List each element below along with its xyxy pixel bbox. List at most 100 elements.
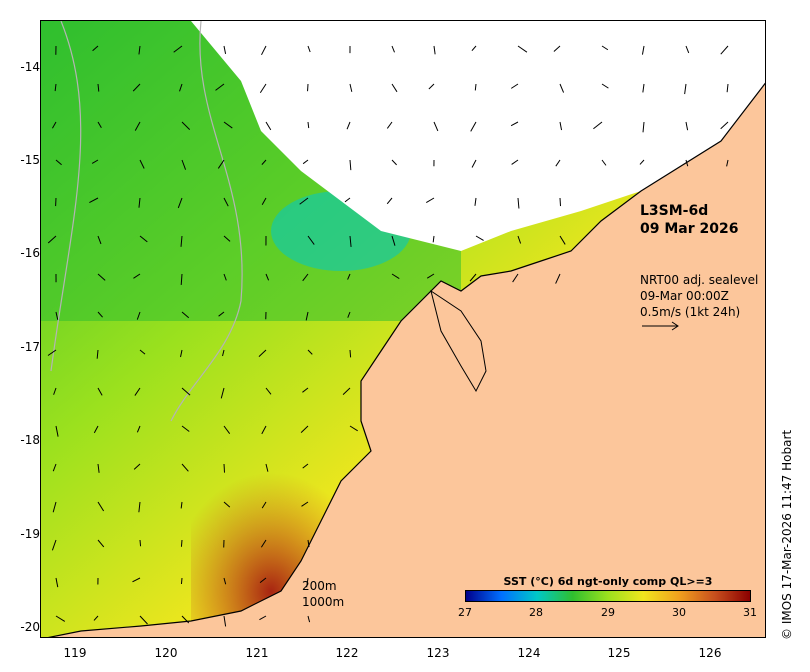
current-arrow xyxy=(601,159,607,166)
lat-tick: -18 xyxy=(20,433,40,447)
lat-tick: -16 xyxy=(20,246,40,260)
current-arrow xyxy=(265,121,272,131)
current-arrow xyxy=(305,311,309,321)
lon-tick: 120 xyxy=(154,646,178,660)
current-arrow xyxy=(307,121,310,129)
current-arrow xyxy=(181,311,190,319)
current-arrow xyxy=(346,121,351,130)
current-arrow xyxy=(347,273,351,280)
current-arrow xyxy=(684,83,687,95)
gulf-inlet xyxy=(430,289,487,393)
contour-1000m xyxy=(50,21,82,372)
lat-tick: -15 xyxy=(20,153,40,167)
current-arrow xyxy=(559,197,562,207)
current-arrow xyxy=(97,501,105,512)
current-arrow xyxy=(51,539,57,551)
current-arrow xyxy=(471,45,477,52)
current-arrow xyxy=(726,159,729,167)
lon-tick: 123 xyxy=(426,646,450,660)
current-arrow xyxy=(136,311,141,320)
current-arrow xyxy=(642,83,645,93)
current-arrow xyxy=(302,387,309,393)
current-arrow xyxy=(426,197,435,204)
current-arrow xyxy=(433,45,436,55)
current-arrow xyxy=(139,349,146,355)
current-arrow xyxy=(642,121,645,133)
current-arrow xyxy=(433,121,439,132)
current-arrow xyxy=(391,159,397,166)
current-arrow xyxy=(720,45,729,55)
current-arrow xyxy=(138,501,141,513)
current-arrow xyxy=(180,273,183,285)
colorbar-tick: 30 xyxy=(672,606,686,619)
current-arrow xyxy=(261,501,267,509)
current-arrow xyxy=(97,387,103,396)
colorbar-title: SST (°C) 6d ngt-only comp QL>=3 xyxy=(503,575,713,588)
current-arrow xyxy=(138,45,141,55)
current-arrow xyxy=(96,349,99,359)
current-arrow xyxy=(181,159,187,170)
current-arrow xyxy=(349,349,352,358)
current-arrow xyxy=(97,121,102,128)
current-arrow xyxy=(512,273,519,283)
current-arrow xyxy=(302,159,309,165)
current-arrow xyxy=(553,45,561,52)
current-arrow xyxy=(386,121,393,129)
current-arrow xyxy=(555,159,561,167)
lat-tick: -17 xyxy=(20,340,40,354)
current-arrow xyxy=(223,425,231,434)
vector-time: 09-Mar 00:00Z xyxy=(640,289,729,303)
current-arrow xyxy=(559,83,565,93)
current-arrow xyxy=(139,615,148,625)
lon-tick: 124 xyxy=(517,646,541,660)
current-arrow xyxy=(52,501,57,513)
current-arrow xyxy=(179,83,183,92)
current-arrow xyxy=(469,273,477,282)
current-arrow xyxy=(349,159,352,171)
current-arrow xyxy=(639,159,645,165)
current-arrow xyxy=(391,235,396,246)
current-arrow xyxy=(474,197,477,206)
current-arrow xyxy=(344,197,351,203)
current-arrow xyxy=(93,615,99,621)
current-arrow xyxy=(517,197,520,209)
scale-arrow-icon xyxy=(642,321,679,331)
current-arrow xyxy=(601,45,609,51)
current-arrow xyxy=(261,425,267,435)
current-arrow xyxy=(53,387,57,395)
current-arrow xyxy=(139,539,142,547)
current-arrow xyxy=(55,311,59,320)
current-arrow xyxy=(685,45,690,54)
current-arrow xyxy=(301,501,309,507)
vector-legend: NRT00 adj. sealevel 09-Mar 00:00Z 0.5m/s… xyxy=(640,272,758,336)
current-arrow xyxy=(510,121,519,127)
land-mass xyxy=(47,82,765,637)
current-arrow xyxy=(55,159,62,166)
current-arrow xyxy=(432,235,435,243)
current-vectors xyxy=(47,45,729,627)
current-arrow xyxy=(97,463,100,473)
current-arrow xyxy=(133,273,141,279)
current-arrow xyxy=(218,311,225,317)
current-arrow xyxy=(223,197,229,207)
current-arrow xyxy=(52,463,57,472)
colorbar xyxy=(465,590,751,602)
current-arrow xyxy=(555,273,561,284)
lon-tick: 122 xyxy=(335,646,359,660)
current-arrow xyxy=(601,83,609,89)
current-arrow xyxy=(181,387,191,396)
current-arrow xyxy=(391,45,395,53)
current-arrow xyxy=(133,463,141,470)
current-arrow xyxy=(517,235,522,244)
current-arrow xyxy=(52,121,57,129)
current-arrow xyxy=(136,425,141,433)
current-arrow xyxy=(259,615,267,621)
current-arrow xyxy=(349,83,353,92)
current-arrow xyxy=(97,83,100,92)
current-arrow xyxy=(307,615,311,623)
current-arrow xyxy=(349,235,352,247)
current-arrow xyxy=(97,539,105,548)
current-arrow xyxy=(559,235,566,245)
current-arrow xyxy=(258,349,267,357)
current-arrow xyxy=(181,463,189,472)
